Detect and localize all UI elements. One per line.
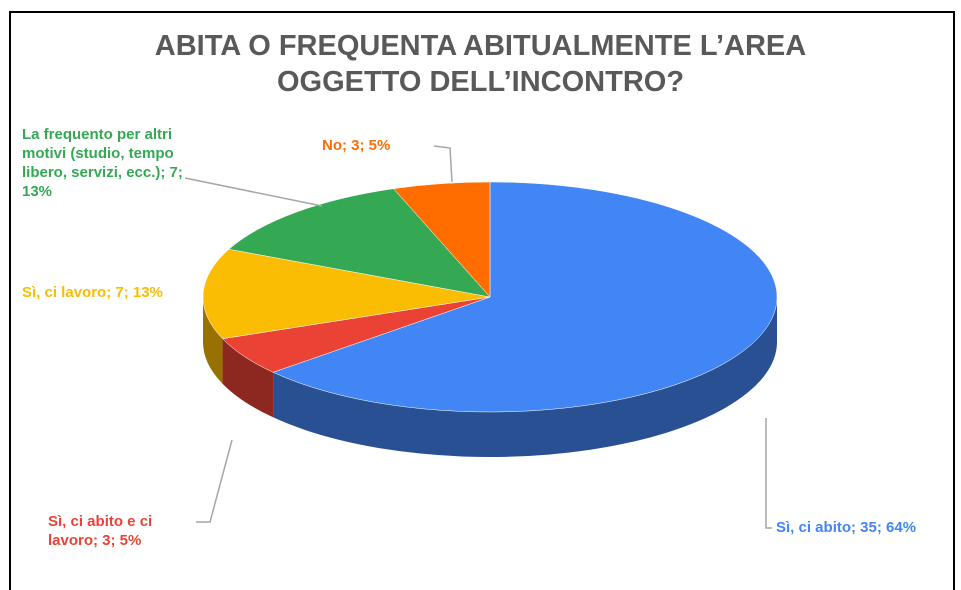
data-label: Sì, ci lavoro; 7; 13% xyxy=(22,284,163,301)
leader-lines xyxy=(184,145,772,529)
slice xyxy=(202,248,491,339)
data-label: No; 3; 5% xyxy=(322,137,391,154)
slice xyxy=(393,181,491,298)
slice-side xyxy=(222,338,274,418)
slice xyxy=(228,188,491,298)
data-label: Sì, ci abito e ci lavoro; 3; 5% xyxy=(48,513,153,549)
slice-side xyxy=(273,297,778,458)
slice xyxy=(272,181,778,413)
data-label: Sì, ci abito; 35; 64% xyxy=(776,519,917,536)
leader xyxy=(196,439,233,523)
chart-title: ABITA O FREQUENTA ABITUALMENTE L’AREA xyxy=(154,30,807,62)
data-label: La frequento per altri motivi (studio, t… xyxy=(22,126,183,200)
leader xyxy=(433,145,453,183)
frame xyxy=(9,11,955,590)
tops xyxy=(202,181,778,413)
leader xyxy=(184,177,323,207)
chart-title: OGGETTO DELL’INCONTRO? xyxy=(276,66,685,98)
leader xyxy=(765,418,772,529)
